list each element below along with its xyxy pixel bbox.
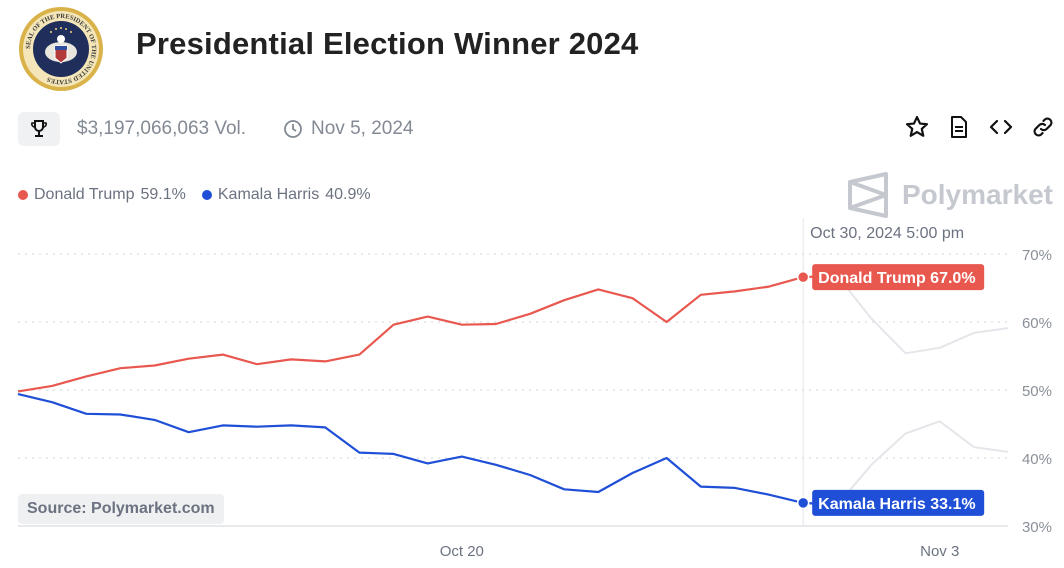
presidential-seal-logo: SEAL OF THE PRESIDENT OF THE UNITED STAT… [19,7,103,91]
end-date: Nov 5, 2024 [283,118,413,140]
trophy-icon [31,120,47,137]
legend-dot-trump [18,190,28,200]
brand-name: Polymarket [902,179,1053,210]
x-tick-label: Oct 20 [440,543,484,560]
link-icon [1033,117,1053,137]
hover-label-trump: Donald Trump 67.0% [818,270,975,287]
series-line-harris [17,393,838,506]
y-tick-label: 40% [1022,451,1052,468]
series-line-faded-trump [836,275,1009,355]
source-label: Source: Polymarket.com [18,494,224,524]
x-tick-label: Nov 3 [920,543,959,560]
page-title: Presidential Election Winner 2024 [136,26,639,61]
legend-dot-harris [201,190,212,200]
trophy-badge [18,112,60,146]
polymarket-logo-icon [848,172,888,218]
y-tick-label: 30% [1022,519,1052,536]
legend-name-trump: Donald Trump [34,186,135,203]
y-tick-label: 50% [1022,383,1052,400]
hover-date-label: Oct 30, 2024 5:00 pm [810,225,964,242]
document-icon [951,116,967,138]
legend-value-harris: 40.9% [325,186,371,203]
polymarket-watermark: Polymarket [846,172,1053,218]
copy-link-button[interactable] [1030,114,1056,140]
hover-marker-trump [796,270,810,284]
y-tick-label: 70% [1022,247,1052,264]
series-line-trump [17,274,838,393]
legend-name-harris: Kamala Harris [217,186,320,203]
chart-legend: Donald Trump 59.1% Kamala Harris 40.9% [18,186,371,204]
series-line-faded-harris [836,420,1009,506]
star-icon [905,115,929,137]
hover-label-harris: Kamala Harris 33.1% [818,496,975,513]
hover-label-bg-trump [812,264,985,291]
legend-value-trump: 59.1% [140,186,186,203]
hover-label-bg-harris [812,489,985,516]
action-toolbar [904,114,1056,140]
embed-button[interactable] [988,114,1014,140]
hover-marker-harris [796,496,810,510]
end-date-label: Nov 5, 2024 [311,118,414,139]
embed-code-icon [989,119,1013,135]
volume-text: $3,197,066,063 Vol. [77,118,247,139]
y-tick-label: 60% [1022,315,1052,332]
legend-item-harris: Kamala Harris 40.9% [201,186,371,204]
document-button[interactable] [946,114,972,140]
star-button[interactable] [904,114,930,140]
legend-item-trump: Donald Trump 59.1% [18,186,186,204]
clock-icon [284,120,302,138]
